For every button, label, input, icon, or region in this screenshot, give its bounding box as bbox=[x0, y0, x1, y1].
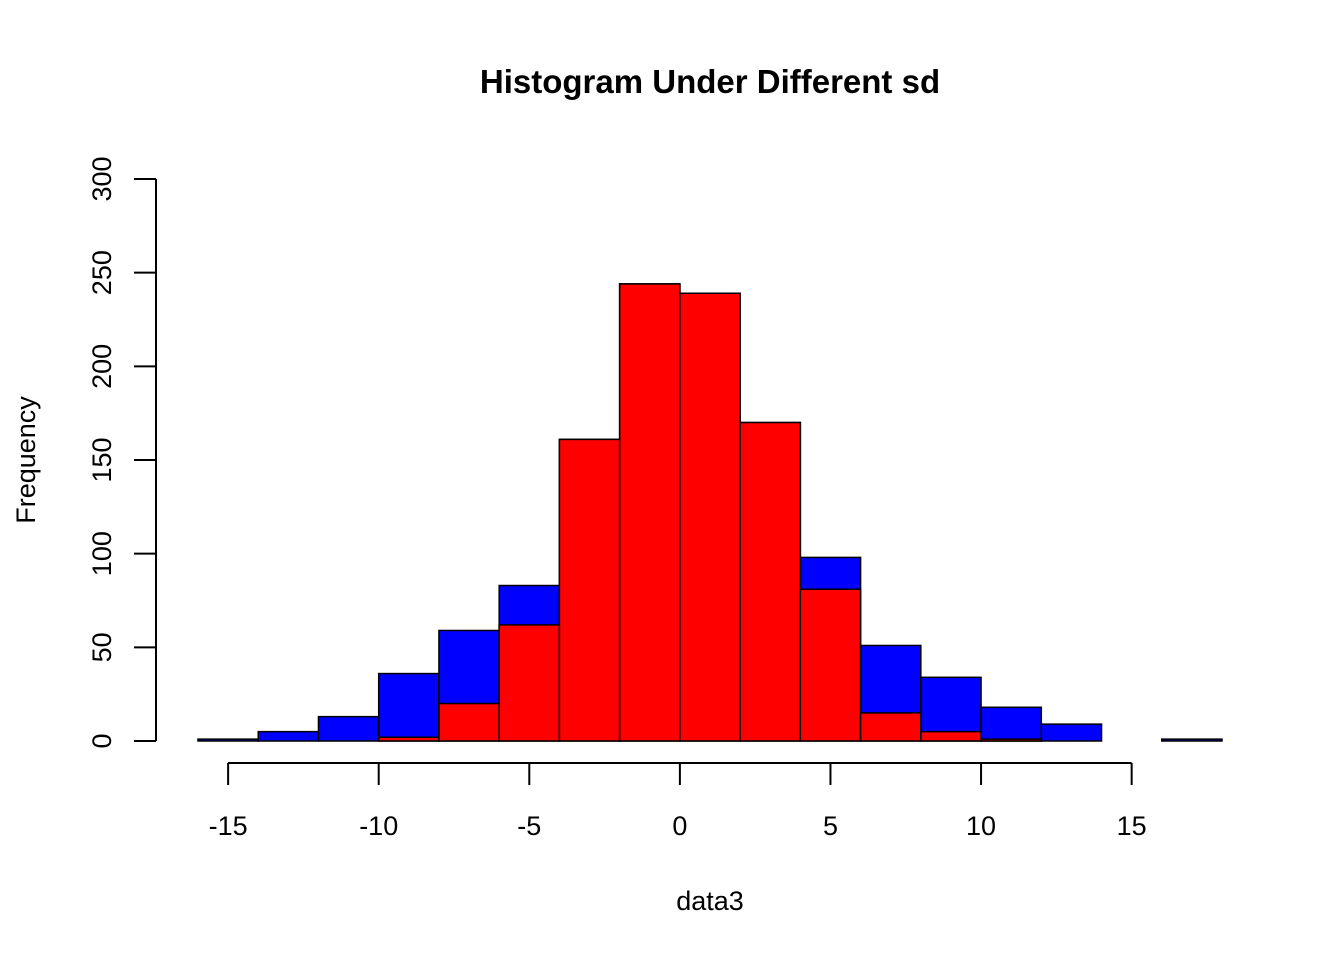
x-axis: -15 -10 -5 0 5 10 15 bbox=[209, 762, 1147, 841]
bar-series2-bin-10 bbox=[920, 730, 982, 742]
bar-series1-bin-13 bbox=[920, 676, 982, 742]
bar-series2-bin-1 bbox=[377, 736, 440, 742]
y-tick-label: 200 bbox=[87, 344, 117, 389]
x-tick-label: 5 bbox=[823, 811, 838, 841]
bar-series1-bin-4 bbox=[377, 672, 440, 742]
y-tick-label: 150 bbox=[87, 437, 117, 482]
x-axis-label: data3 bbox=[676, 886, 744, 916]
series-2 bbox=[377, 283, 1043, 742]
y-tick-label: 50 bbox=[87, 632, 117, 662]
y-axis-label: Frequency bbox=[11, 396, 41, 524]
x-tick-label: -5 bbox=[517, 811, 541, 841]
bar-series2-bin-9 bbox=[859, 712, 922, 742]
bar-series1-bin-1 bbox=[197, 738, 259, 742]
x-tick-label: 15 bbox=[1117, 811, 1147, 841]
y-tick-label: 100 bbox=[87, 531, 117, 576]
bar-series2-bin-5 bbox=[618, 283, 681, 742]
x-tick-label: 10 bbox=[966, 811, 996, 841]
x-tick-label: 0 bbox=[672, 811, 687, 841]
bar-series2-bin-11 bbox=[980, 738, 1043, 742]
y-tick-label: 300 bbox=[87, 156, 117, 201]
bar-series1-bin-2 bbox=[257, 730, 320, 742]
bar-series1-bin-14 bbox=[980, 706, 1043, 742]
bar-series2-bin-8 bbox=[799, 588, 862, 742]
bars-layer bbox=[197, 283, 1223, 742]
bar-series2-bin-7 bbox=[739, 421, 802, 742]
bar-series2-bin-4 bbox=[558, 438, 621, 742]
bar-series1-bin-3 bbox=[317, 715, 380, 742]
y-tick-label: 0 bbox=[87, 733, 117, 748]
y-tick-label: 250 bbox=[87, 250, 117, 295]
bar-series2-bin-6 bbox=[679, 292, 741, 742]
bar-series1-bin-17 bbox=[1161, 738, 1223, 742]
x-tick-label: -10 bbox=[359, 811, 398, 841]
y-axis: 0 50 100 150 200 250 300 bbox=[87, 156, 157, 749]
bar-series2-bin-3 bbox=[498, 624, 561, 742]
bar-series2-bin-2 bbox=[438, 702, 500, 742]
bar-series1-bin-15 bbox=[1040, 723, 1103, 742]
chart-title: Histogram Under Different sd bbox=[480, 63, 940, 100]
x-tick-label: -15 bbox=[209, 811, 248, 841]
